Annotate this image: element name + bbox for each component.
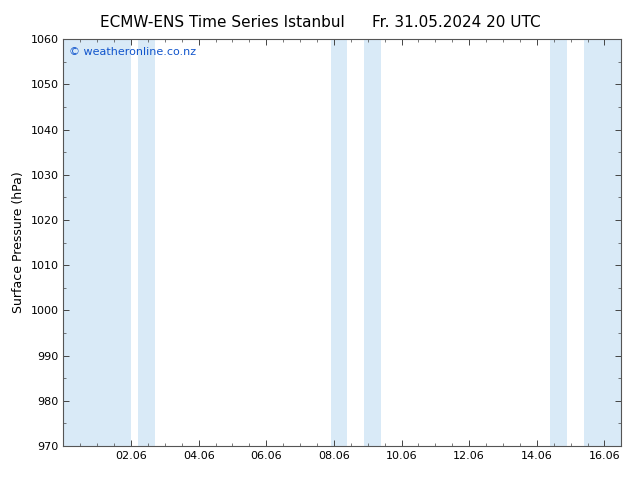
Bar xyxy=(550,39,567,446)
Text: ECMW-ENS Time Series Istanbul: ECMW-ENS Time Series Istanbul xyxy=(100,15,344,30)
Y-axis label: Surface Pressure (hPa): Surface Pressure (hPa) xyxy=(12,172,25,314)
Text: © weatheronline.co.nz: © weatheronline.co.nz xyxy=(69,48,196,57)
Bar xyxy=(63,39,131,446)
Bar xyxy=(330,39,347,446)
Text: Fr. 31.05.2024 20 UTC: Fr. 31.05.2024 20 UTC xyxy=(372,15,541,30)
Bar xyxy=(365,39,381,446)
Bar xyxy=(138,39,155,446)
Bar xyxy=(584,39,621,446)
